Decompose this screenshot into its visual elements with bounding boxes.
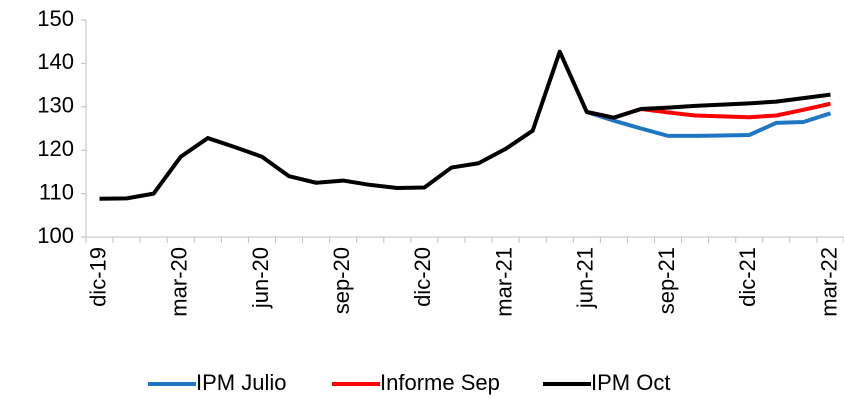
series-line	[586, 110, 832, 138]
x-tick-label: mar-22	[816, 247, 841, 317]
x-tick-label: mar-21	[491, 247, 516, 317]
y-tick-label: 120	[37, 136, 74, 161]
x-tick-label: mar-20	[167, 247, 192, 317]
x-tick-label: dic-19	[85, 247, 110, 307]
y-tick-label: 150	[37, 6, 74, 31]
y-tick-label: 110	[39, 179, 74, 204]
x-tick-label: sep-21	[654, 247, 679, 314]
y-tick-label: 100	[37, 223, 74, 248]
legend-label: Informe Sep	[380, 370, 500, 395]
x-tick-label: dic-21	[735, 247, 760, 307]
legend-label: IPM Julio	[196, 370, 286, 395]
y-tick-label: 140	[37, 49, 74, 74]
series-line	[99, 49, 831, 201]
x-tick-label: jun-20	[248, 247, 273, 309]
x-tick-label: dic-20	[410, 247, 435, 307]
x-tick-label: sep-20	[329, 247, 354, 314]
y-tick-label: 130	[37, 93, 74, 118]
x-tick-label: jun-21	[573, 247, 598, 309]
legend-label: IPM Oct	[591, 370, 670, 395]
